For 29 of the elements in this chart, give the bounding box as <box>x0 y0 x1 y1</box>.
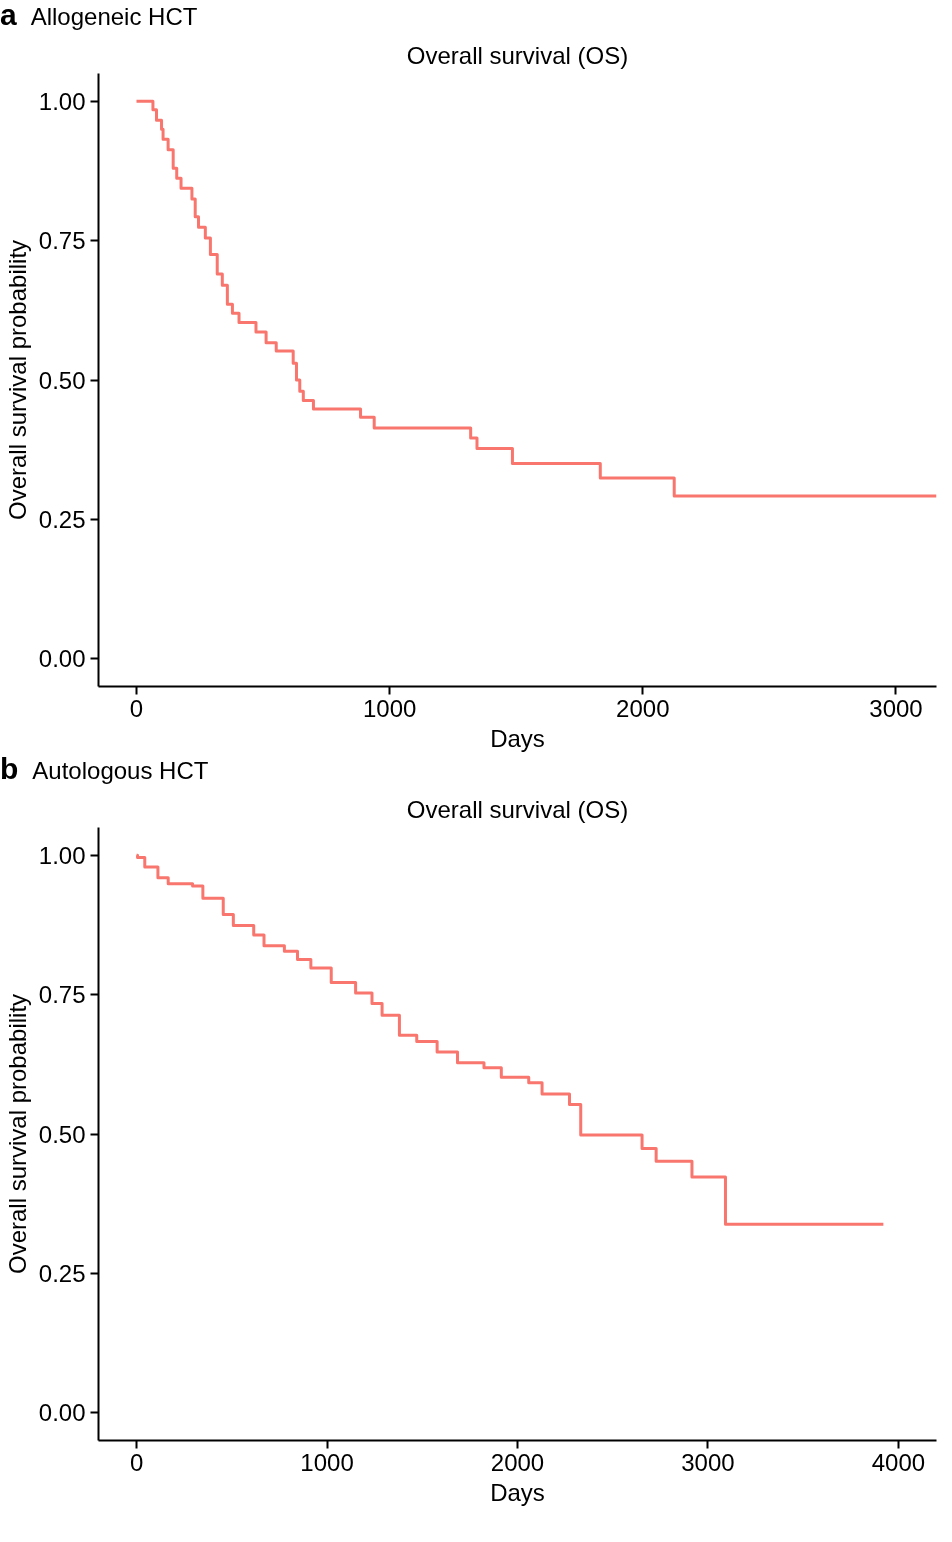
y-tick-label: 1.00 <box>38 841 86 869</box>
y-tick-label: 1.00 <box>38 87 86 115</box>
x-tick-label: 0 <box>129 1448 144 1476</box>
x-axis-title: Days <box>490 1478 545 1506</box>
x-tick-label: 0 <box>129 694 144 722</box>
x-tick-label: 1000 <box>300 1448 354 1476</box>
y-tick-label: 0.25 <box>38 1259 86 1287</box>
y-tick-label: 0.25 <box>38 505 86 533</box>
text: Allogeneic HCT <box>30 3 198 30</box>
text: Autologous HCT <box>32 757 209 784</box>
text: a <box>0 0 17 31</box>
y-tick-label: 0.75 <box>38 227 86 255</box>
x-tick-label: 2000 <box>490 1448 545 1476</box>
y-axis-title: Overall survival probability <box>3 993 31 1275</box>
text: b <box>0 752 19 785</box>
x-tick-label: 4000 <box>871 1448 926 1476</box>
x-tick-label: 3000 <box>681 1448 735 1476</box>
x-tick-label: 2000 <box>616 694 670 722</box>
y-tick-label: 0.00 <box>38 1399 86 1427</box>
chart-title: Overall survival (OS) <box>406 41 629 69</box>
y-axis-title: Overall survival probability <box>3 239 31 521</box>
y-tick-label: 0.50 <box>38 1120 86 1148</box>
x-tick-label: 1000 <box>362 694 417 722</box>
y-tick-label: 0.00 <box>38 645 86 673</box>
x-tick-label: 3000 <box>869 694 923 722</box>
y-tick-label: 0.50 <box>38 366 86 394</box>
chart-title: Overall survival (OS) <box>406 795 629 823</box>
y-tick-label: 0.75 <box>38 981 86 1009</box>
x-axis-title: Days <box>490 724 545 752</box>
